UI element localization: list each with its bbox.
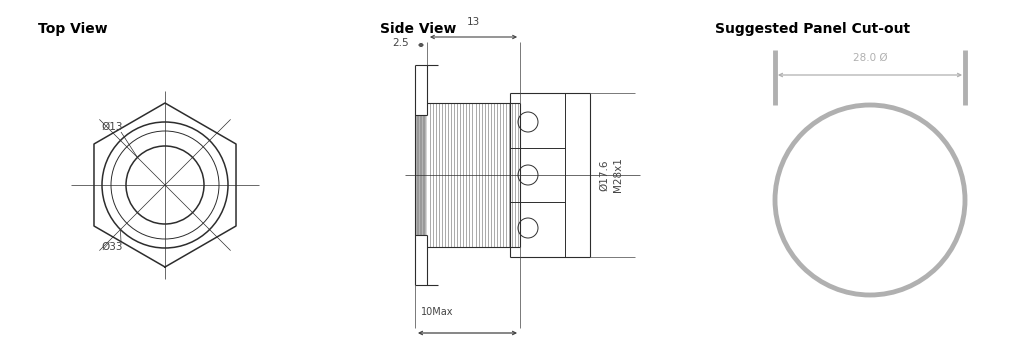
Text: 28.0 Ø: 28.0 Ø bbox=[853, 53, 888, 63]
Text: 2.5: 2.5 bbox=[392, 38, 409, 48]
Text: Suggested Panel Cut-out: Suggested Panel Cut-out bbox=[715, 22, 910, 36]
Text: Ø33: Ø33 bbox=[101, 242, 123, 252]
Text: Ø17.6: Ø17.6 bbox=[599, 159, 609, 191]
Text: Side View: Side View bbox=[380, 22, 457, 36]
Text: Ø13: Ø13 bbox=[101, 122, 123, 132]
Text: 13: 13 bbox=[467, 17, 480, 27]
Text: M28x1: M28x1 bbox=[613, 158, 623, 192]
Text: 10Max: 10Max bbox=[421, 307, 454, 317]
Text: Top View: Top View bbox=[38, 22, 108, 36]
